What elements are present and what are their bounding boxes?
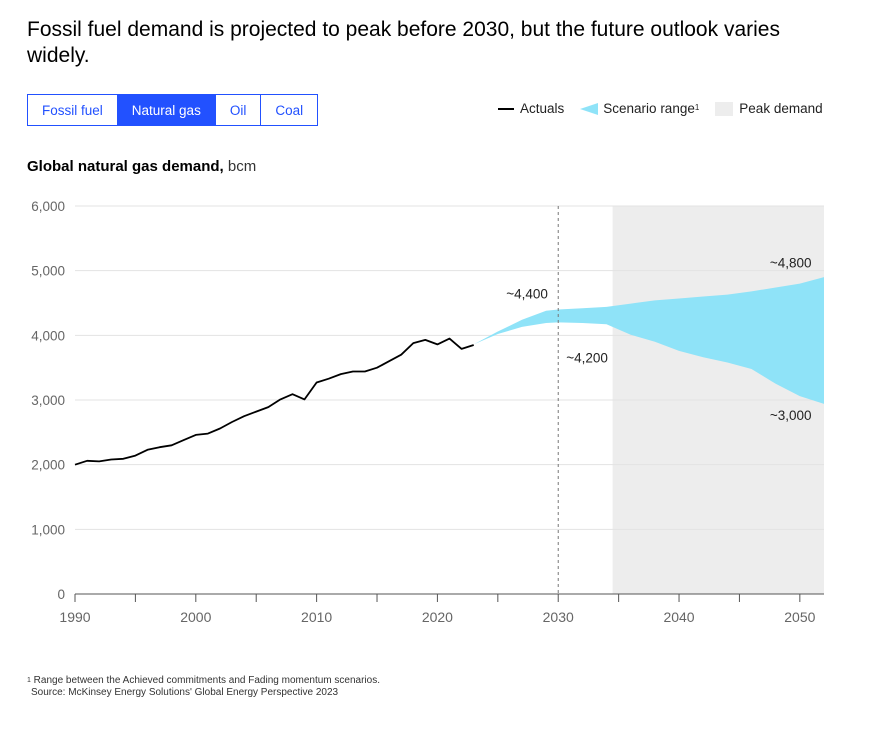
actuals-line-icon [498,108,514,110]
data-annotation: ~4,800 [770,256,812,271]
footnote-source: Source: McKinsey Energy Solutions' Globa… [27,687,380,699]
x-tick-label: 2030 [543,609,574,625]
tab-fossil-fuel[interactable]: Fossil fuel [28,95,118,125]
legend-actuals-label: Actuals [520,101,564,116]
legend-scenario-footnote-mark: 1 [695,103,699,112]
y-tick-label: 1,000 [31,522,65,537]
x-tick-label: 2020 [422,609,453,625]
legend-peak-label: Peak demand [739,101,822,116]
footnote-text: Range between the Achieved commitments a… [31,675,380,686]
legend-peak-demand: Peak demand [715,101,822,116]
x-tick-label: 2050 [784,609,815,625]
tab-oil[interactable]: Oil [216,95,262,125]
peak-box-icon [715,102,733,116]
chart-legend: Actuals Scenario range 1 Peak demand [498,101,823,116]
footnote: 1 Range between the Achieved commitments… [27,675,380,699]
data-annotation: ~4,200 [566,350,608,365]
x-tick-label: 2040 [663,609,694,625]
actuals-series-line [75,339,474,465]
tab-natural-gas[interactable]: Natural gas [118,95,216,125]
y-tick-label: 3,000 [31,393,65,408]
y-tick-label: 2,000 [31,458,65,473]
fuel-tabs: Fossil fuel Natural gas Oil Coal [27,94,318,126]
chart-title-unit: bcm [224,158,257,175]
footnote-line-1: 1 Range between the Achieved commitments… [27,675,380,687]
scenario-wedge-icon [580,103,598,115]
headline: Fossil fuel demand is projected to peak … [27,17,847,69]
y-tick-label: 0 [57,587,65,602]
chart-title-text: Global natural gas demand, [27,158,224,175]
y-tick-label: 6,000 [31,199,65,214]
x-tick-label: 2000 [180,609,211,625]
data-annotation: ~3,000 [770,408,812,423]
chart-title: Global natural gas demand, bcm [27,158,256,175]
x-tick-label: 1990 [59,609,90,625]
data-annotation: ~4,400 [506,286,548,301]
gas-demand-chart: 0 1,000 2,000 3,000 4,000 5,000 6,000 1990 2000 2… [0,185,881,635]
legend-actuals: Actuals [498,101,564,116]
x-tick-label: 2010 [301,609,332,625]
legend-scenario-range: Scenario range 1 [580,101,699,116]
tab-coal[interactable]: Coal [261,95,317,125]
y-tick-label: 4,000 [31,328,65,343]
y-tick-label: 5,000 [31,264,65,279]
legend-scenario-label: Scenario range [603,101,695,116]
